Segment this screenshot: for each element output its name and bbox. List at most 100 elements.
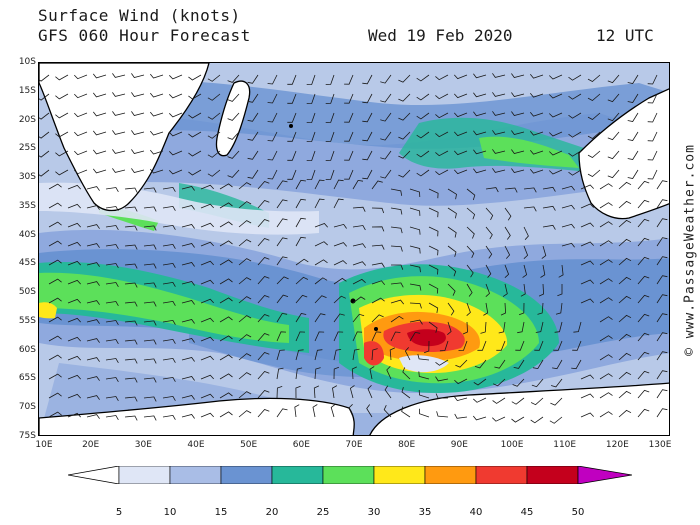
wind-barb — [428, 321, 438, 333]
wind-barb — [390, 331, 401, 342]
wind-barb — [561, 204, 575, 210]
wind-barb — [435, 169, 449, 176]
wind-barb — [207, 169, 221, 177]
wind-barb — [428, 264, 439, 275]
wind-barb — [402, 367, 411, 380]
wind-barb — [131, 149, 145, 154]
wind-barb — [428, 302, 439, 313]
wind-barb — [401, 386, 411, 399]
wind-barb — [439, 340, 449, 352]
wind-barb — [48, 259, 62, 266]
wind-barb — [149, 168, 164, 174]
wind-barb — [627, 131, 639, 141]
wind-barb — [398, 131, 411, 140]
wind-barb — [409, 283, 422, 291]
wind-barb — [540, 264, 546, 278]
wind-barb — [39, 112, 50, 120]
wind-barb — [349, 385, 355, 399]
wind-barb — [48, 202, 62, 209]
forecast-date: Wed 19 Feb 2020 — [368, 26, 513, 45]
wind-barb — [656, 256, 668, 266]
wind-barb — [219, 335, 233, 342]
wind-barb — [124, 396, 138, 402]
wind-barb — [131, 130, 145, 135]
wind-barb — [131, 111, 145, 116]
wind-barb — [124, 263, 138, 269]
wind-barb — [181, 224, 195, 229]
wind-barb — [67, 298, 81, 304]
map-title: Surface Wind (knots) — [38, 6, 241, 25]
wind-barb — [276, 312, 288, 323]
wind-barb — [48, 392, 62, 399]
wind-barb — [39, 93, 50, 101]
wind-barb — [169, 169, 183, 175]
wind-barb — [295, 198, 306, 209]
lon-label: 20E — [82, 440, 100, 450]
lon-label: 40E — [187, 440, 205, 450]
wind-barb — [637, 294, 650, 304]
wind-barb — [618, 390, 632, 399]
wind-barb — [552, 359, 563, 370]
wind-barb — [143, 415, 157, 421]
wind-barb — [580, 222, 594, 228]
wind-barb — [485, 187, 499, 193]
wind-barb — [143, 282, 157, 288]
wind-barb — [276, 180, 288, 190]
legend-label: 40 — [469, 507, 483, 518]
lat-label: 15S — [18, 85, 36, 96]
wind-barbs — [39, 73, 668, 424]
wind-barb — [390, 315, 404, 323]
land-antarctica — [39, 382, 669, 435]
wind-barb — [105, 301, 119, 307]
wind-barb — [637, 218, 650, 228]
wind-barb — [504, 264, 510, 278]
wind-barb — [542, 205, 556, 211]
wind-barb — [124, 377, 138, 383]
wind-barb — [295, 258, 309, 266]
lat-label: 25S — [18, 143, 36, 154]
wind-barb — [599, 335, 613, 342]
wind-barb — [105, 244, 119, 250]
wind-barb — [500, 302, 507, 316]
wind-barb — [181, 414, 195, 419]
wind-barb — [423, 340, 430, 354]
wind-barb — [238, 220, 252, 228]
wind-barb — [219, 354, 233, 361]
wind-barb — [238, 277, 252, 285]
wind-barb — [380, 131, 392, 141]
wind-barb — [618, 295, 632, 304]
wind-barb — [86, 376, 100, 381]
wind-barb — [529, 168, 544, 174]
wind-barb — [587, 169, 601, 177]
wind-barb — [371, 207, 385, 214]
wind-barb — [587, 93, 601, 101]
wind-barb — [428, 188, 439, 199]
wind-barb — [124, 358, 138, 364]
legend-swatch — [169, 466, 222, 484]
wind-barb — [276, 386, 283, 399]
wind-barb — [48, 411, 62, 418]
wind-barb — [257, 352, 270, 361]
wind-barb — [511, 111, 525, 116]
wind-barb — [480, 321, 487, 334]
wind-barb — [529, 92, 544, 98]
legend-swatch — [271, 466, 324, 484]
wind-barb — [369, 366, 375, 380]
wind-barb — [247, 112, 259, 122]
wind-barb — [409, 264, 421, 273]
wind-barb — [398, 93, 411, 102]
wind-barb — [656, 351, 668, 361]
wind-barb — [492, 416, 506, 422]
wind-barb — [390, 299, 405, 305]
wind-barb — [466, 188, 476, 201]
wind-barb — [447, 188, 457, 200]
wind-barb — [74, 74, 88, 80]
wind-barb — [67, 241, 81, 247]
wind-barb — [325, 150, 335, 161]
wind-barb — [287, 74, 297, 85]
wind-barb — [473, 397, 487, 403]
lon-label: 80E — [398, 440, 416, 450]
wind-barb — [295, 276, 309, 285]
wind-barb — [447, 283, 456, 296]
wind-barb — [656, 408, 668, 418]
